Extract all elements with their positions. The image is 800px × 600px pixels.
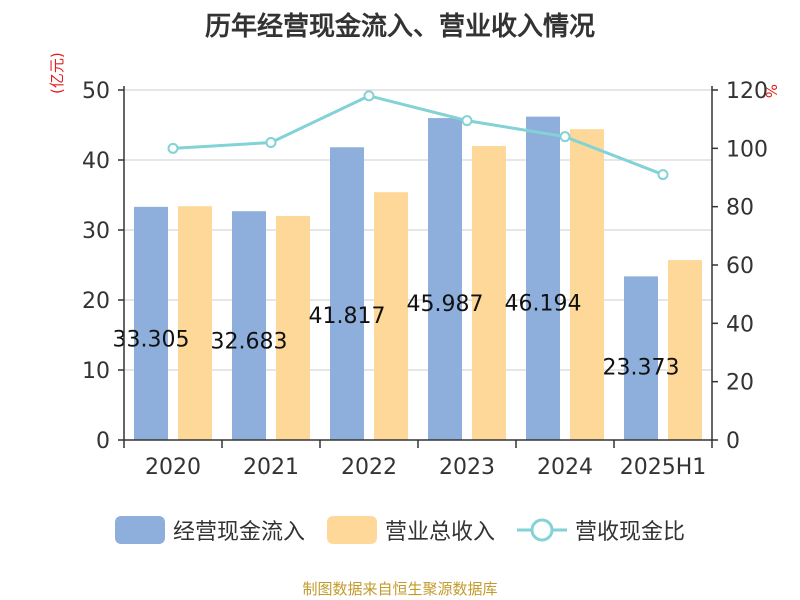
x-tick-label-2023: 2023 [439, 455, 495, 480]
point-ratio-2021 [265, 137, 277, 148]
bar-cash-inflow-2023 [428, 118, 462, 440]
bar-cash-inflow-2025H1 [624, 276, 658, 440]
bar-cash-inflow-2024 [526, 116, 560, 440]
source-note: 制图数据来自恒生聚源数据库 [302, 580, 498, 598]
bar-cash-inflow-2021 [232, 211, 266, 440]
legend-label-ratio: 营收现金比 [575, 520, 686, 545]
point-ratio-2025H1 [657, 169, 669, 181]
line-ratio [172, 94, 664, 176]
data-label-cash-inflow-2023: 45.987 [407, 292, 484, 317]
data-label-cash-inflow-2024: 46.194 [505, 292, 582, 317]
legend-swatch-revenue [326, 516, 377, 544]
bar-revenue-2020 [178, 206, 212, 440]
y-left-tick-label-1: 10 [82, 359, 110, 384]
y-right-tick-label-1: 20 [726, 371, 754, 396]
legend-item-cash-inflow[interactable]: 经营现金流入 [114, 514, 305, 546]
x-tick-label-2025H1: 2025H1 [620, 455, 707, 480]
point-ratio-2024 [559, 131, 571, 143]
point-ratio-2022 [363, 90, 375, 102]
legend-swatch-ratio [517, 518, 567, 542]
bar-revenue-2023 [472, 146, 506, 440]
legend-item-ratio[interactable]: 营收现金比 [517, 514, 685, 546]
data-label-cash-inflow-2021: 32.683 [211, 329, 288, 354]
data-label-cash-inflow-2025H1: 23.373 [603, 356, 680, 381]
chart-title: 历年经营现金流入、营业收入情况 [204, 12, 595, 42]
y-left-tick-label-3: 30 [82, 219, 110, 244]
y-right-tick-label-3: 60 [726, 254, 754, 279]
y-right-tick-label-5: 100 [726, 137, 768, 162]
point-ratio-2020 [167, 142, 179, 154]
y-left-tick-label-0: 0 [96, 429, 110, 454]
x-tick-label-2020: 2020 [145, 455, 201, 480]
y-left-tick-label-4: 40 [82, 149, 110, 174]
legend-item-revenue[interactable]: 营业总收入 [326, 514, 495, 546]
y-left-tick-label-2: 20 [82, 289, 110, 314]
y-right-tick-label-0: 0 [726, 429, 740, 454]
bar-cash-inflow-2022 [330, 147, 364, 440]
y-right-tick-label-2: 40 [726, 312, 754, 337]
x-tick-label-2024: 2024 [537, 455, 593, 480]
y-left-tick-label-5: 50 [82, 79, 110, 104]
bar-revenue-2022 [374, 192, 408, 440]
y-right-tick-label-4: 80 [726, 196, 754, 221]
y-right-tick-label-6: 120 [726, 79, 768, 104]
legend-label-cash-inflow: 经营现金流入 [172, 520, 305, 545]
bar-revenue-2021 [276, 216, 310, 440]
x-tick-label-2022: 2022 [341, 455, 397, 480]
bar-revenue-2024 [570, 129, 604, 440]
bar-cash-inflow-2020 [134, 206, 168, 440]
bar-revenue-2025H1 [668, 260, 702, 440]
x-tick-label-2021: 2021 [243, 455, 299, 480]
data-label-cash-inflow-2022: 41.817 [309, 304, 386, 329]
legend: 经营现金流入 营业总收入 营收现金比 [0, 514, 800, 546]
point-ratio-2023 [461, 115, 473, 127]
legend-swatch-cash-inflow [114, 516, 165, 544]
data-label-cash-inflow-2020: 33.305 [113, 328, 190, 353]
legend-label-revenue: 营业总收入 [384, 520, 495, 545]
